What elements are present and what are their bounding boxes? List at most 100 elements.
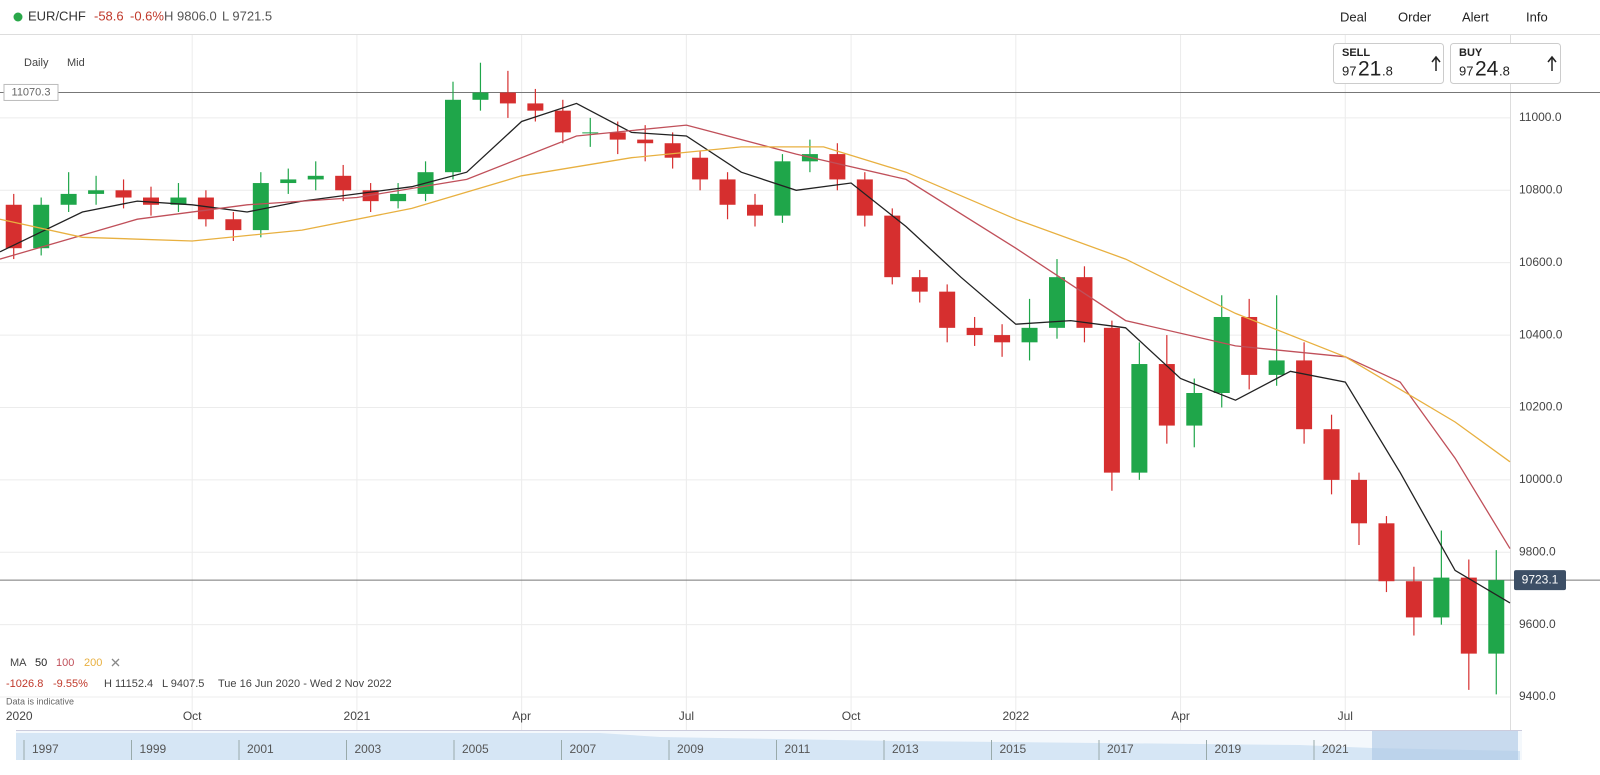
change-pct: -0.6% xyxy=(130,8,164,23)
candle-body xyxy=(774,161,791,216)
buy-label: BUY xyxy=(1459,47,1483,59)
navigator-year: 2013 xyxy=(892,742,919,756)
menu-deal[interactable]: Deal xyxy=(1340,9,1367,24)
candle-body xyxy=(33,204,50,249)
candle-body xyxy=(197,197,214,220)
candle-body xyxy=(1021,327,1038,343)
candle-body xyxy=(1488,580,1505,654)
menu-order[interactable]: Order xyxy=(1398,9,1432,24)
candle-body xyxy=(60,193,77,205)
navigator-year: 2017 xyxy=(1107,742,1134,756)
stat-note: Data is indicative xyxy=(6,696,74,706)
candle-body xyxy=(829,154,846,180)
buy-box[interactable] xyxy=(1450,43,1561,84)
x-tick-label: Apr xyxy=(512,709,531,723)
stat-low: L 9407.5 xyxy=(162,678,204,690)
change: -58.6 xyxy=(94,8,124,23)
candle-body xyxy=(170,197,187,205)
candle-body xyxy=(554,110,571,133)
navigator-year: 2007 xyxy=(570,742,597,756)
candle-body xyxy=(1186,392,1203,426)
candle-body xyxy=(1103,327,1120,473)
x-tick-label: Apr xyxy=(1171,709,1190,723)
y-tick-label: 9400.0 xyxy=(1519,689,1556,703)
moving-average-line xyxy=(0,102,1511,604)
candle-body xyxy=(1405,581,1422,618)
buy-price-main: 24 xyxy=(1475,58,1499,81)
header-bar xyxy=(0,0,1600,34)
x-tick-label: Jul xyxy=(679,709,694,723)
y-tick-label: 10400.0 xyxy=(1519,327,1563,341)
menu-info[interactable]: Info xyxy=(1526,9,1548,24)
candle-body xyxy=(335,175,352,191)
candle-body xyxy=(1131,364,1148,473)
buy-price-tail: .8 xyxy=(1499,63,1510,78)
moving-average-line xyxy=(0,124,1511,549)
candle-body xyxy=(1213,316,1230,393)
sell-arrow xyxy=(1431,55,1441,71)
session-low: L 9721.5 xyxy=(222,8,272,23)
navigator-year: 2021 xyxy=(1322,742,1349,756)
sell-box[interactable] xyxy=(1333,43,1444,84)
moving-average-line xyxy=(0,146,1511,463)
candle-body xyxy=(115,190,132,198)
plot-area: 9400.0 9600.0 9800.0 10000.0 10200.0 10400.0 1… xyxy=(0,35,1600,730)
sell-label: SELL xyxy=(1342,47,1370,59)
candle-body xyxy=(143,197,159,205)
candle-body xyxy=(911,277,928,292)
candle-body xyxy=(966,327,983,336)
navigator-year: 2019 xyxy=(1215,742,1242,756)
navigator-year: 1999 xyxy=(140,742,167,756)
menu-alert[interactable]: Alert xyxy=(1462,9,1489,24)
candle-body xyxy=(1241,316,1258,375)
ma-200: 200 xyxy=(84,657,102,669)
ma-label: MA xyxy=(10,657,27,669)
session-high: H 9806.0 xyxy=(164,8,217,23)
candle-body xyxy=(692,157,709,180)
candle-body xyxy=(994,335,1011,343)
candle-body xyxy=(225,219,242,231)
candle-body xyxy=(1268,360,1285,375)
stat-high: H 11152.4 xyxy=(104,678,153,690)
reference-label-box xyxy=(3,83,59,101)
candle-body xyxy=(1049,277,1065,328)
candle-body xyxy=(1351,479,1367,524)
buy-price-lead: 97 xyxy=(1459,63,1473,78)
reference-label: 11070.3 xyxy=(12,86,51,98)
navigator-year: 2009 xyxy=(677,742,704,756)
navigator[interactable]: 1997 1999 2001 2003 2005 2007 2009 2011 2013 2015… xyxy=(16,730,1522,760)
candle-body xyxy=(1433,577,1450,618)
buy-button[interactable]: BUY 97 24 .8 xyxy=(1450,43,1561,84)
buy-arrow xyxy=(1547,55,1557,71)
sell-button[interactable]: SELL 97 21 .8 xyxy=(1333,43,1444,84)
candle-body xyxy=(445,99,461,173)
x-tick-label: Oct xyxy=(183,709,202,723)
candle-body xyxy=(88,190,105,194)
y-tick-label: 9800.0 xyxy=(1519,544,1556,558)
candle-body xyxy=(856,179,873,216)
stat-change-pct: -9.55% xyxy=(53,678,88,690)
y-tick-label: 10800.0 xyxy=(1519,182,1563,196)
x-tick-label: 2022 xyxy=(1002,709,1029,723)
interval[interactable]: Daily xyxy=(24,57,49,69)
candle-body xyxy=(499,92,516,104)
navigator-area xyxy=(16,733,1520,760)
ma-close-icon[interactable] xyxy=(111,658,120,667)
candle-body xyxy=(280,179,297,184)
y-tick-label: 11000.0 xyxy=(1519,110,1562,124)
candle-body xyxy=(1460,577,1477,654)
candle-body xyxy=(939,291,956,328)
navigator-year: 1997 xyxy=(32,742,59,756)
candle-body xyxy=(884,215,901,278)
navigator-year: 2011 xyxy=(785,742,811,756)
candle-body xyxy=(1323,429,1340,480)
price-type[interactable]: Mid xyxy=(67,57,85,69)
candle-body xyxy=(582,132,599,134)
navigator-window[interactable] xyxy=(1372,730,1518,760)
symbol[interactable]: EUR/CHF xyxy=(28,8,86,23)
price-label: 9723.1 xyxy=(1522,572,1559,586)
ma-50: 50 xyxy=(35,657,47,669)
navigator-year: 2015 xyxy=(1000,742,1027,756)
candle-body xyxy=(609,132,626,140)
navigator-year: 2003 xyxy=(355,742,382,756)
